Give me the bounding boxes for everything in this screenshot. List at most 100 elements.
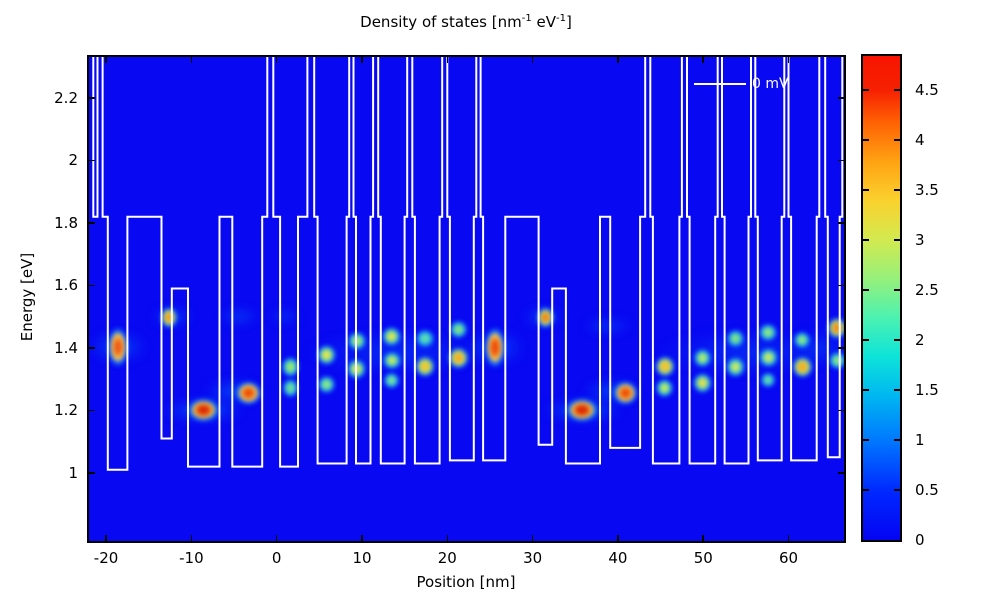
state-blob xyxy=(345,357,369,381)
colorbar-tick-label: 4.5 xyxy=(915,81,939,99)
y-axis-label: Energy [eV] xyxy=(18,252,36,342)
colorbar xyxy=(861,54,902,542)
x-tick-label: 0 xyxy=(271,549,282,567)
state-blob xyxy=(611,379,641,407)
x-tick xyxy=(361,57,363,63)
state-blob xyxy=(279,355,301,379)
y-tick xyxy=(89,97,95,99)
x-tick xyxy=(446,535,449,541)
state-blob xyxy=(690,371,714,395)
x-tick xyxy=(531,57,534,63)
colorbar-tick xyxy=(894,89,900,91)
state-blob xyxy=(346,330,368,353)
y-tick xyxy=(838,159,844,162)
x-tick xyxy=(275,57,278,63)
state-blob xyxy=(482,324,508,371)
legend-line-0mv xyxy=(694,83,746,85)
colorbar-tick xyxy=(863,389,869,391)
x-tick xyxy=(617,57,619,63)
x-tick-label: -20 xyxy=(93,549,119,567)
state-blob xyxy=(654,377,676,399)
y-tick-label: 1 xyxy=(68,463,78,482)
state-blob xyxy=(825,315,844,341)
state-halo xyxy=(217,307,261,326)
state-blob xyxy=(652,354,677,380)
colorbar-tick xyxy=(863,89,869,91)
title-superscript-1: -1 xyxy=(521,13,532,24)
colorbar-tick-label: 1 xyxy=(915,431,925,449)
state-blob xyxy=(106,323,130,371)
y-tick-label: 2.2 xyxy=(54,88,78,107)
x-axis-label: Position [nm] xyxy=(416,573,516,591)
colorbar-tick xyxy=(894,139,900,141)
title-text: Density of states [nm xyxy=(360,13,522,31)
colorbar-tick-label: 4 xyxy=(915,131,925,149)
x-tick-label: 10 xyxy=(352,549,372,567)
state-blob xyxy=(792,330,812,350)
state-blob xyxy=(446,345,471,371)
colorbar-tick xyxy=(863,189,869,191)
colorbar-gradient xyxy=(863,56,900,540)
state-blob xyxy=(563,396,601,425)
y-tick-label: 1.2 xyxy=(54,401,78,420)
x-tick xyxy=(787,535,790,541)
state-blob xyxy=(691,346,714,370)
colorbar-tick-label: 3 xyxy=(915,231,925,249)
x-tick xyxy=(787,57,790,63)
colorbar-tick-label: 0 xyxy=(915,531,925,549)
colorbar-tick xyxy=(894,189,900,191)
colorbar-tick xyxy=(894,339,900,341)
x-tick xyxy=(105,57,107,63)
state-blob xyxy=(789,354,815,380)
state-blob xyxy=(314,342,338,367)
colorbar-tick xyxy=(863,289,869,291)
state-blob xyxy=(447,318,470,340)
colorbar-tick-label: 1.5 xyxy=(915,381,939,399)
x-tick xyxy=(275,535,278,541)
colorbar-tick xyxy=(863,139,869,141)
band-profile-svg xyxy=(92,57,844,471)
x-tick-label: -10 xyxy=(179,549,204,567)
y-tick xyxy=(89,159,95,162)
x-tick-label: 60 xyxy=(779,549,799,567)
x-tick xyxy=(190,57,193,63)
colorbar-tick xyxy=(894,239,900,241)
state-blob xyxy=(280,377,301,399)
x-tick xyxy=(361,535,363,541)
x-tick xyxy=(617,535,619,541)
colorbar-tick xyxy=(894,439,900,441)
y-tick xyxy=(89,222,95,224)
x-tick xyxy=(190,535,193,541)
y-tick xyxy=(838,347,844,349)
y-tick-label: 1.4 xyxy=(54,338,78,357)
state-blob xyxy=(724,355,748,379)
x-tick-label: 40 xyxy=(608,549,628,567)
x-tick xyxy=(531,535,534,541)
title-superscript-2: -1 xyxy=(555,13,566,24)
chart-title: Density of states [nm-1 eV-1] xyxy=(0,13,932,31)
y-tick xyxy=(89,472,95,474)
state-blob xyxy=(233,379,264,407)
state-blob xyxy=(757,321,779,343)
y-tick xyxy=(89,284,95,287)
state-blob xyxy=(382,371,402,391)
state-blob xyxy=(756,346,780,370)
colorbar-tick-label: 3.5 xyxy=(915,181,939,199)
colorbar-tick xyxy=(894,289,900,291)
state-blob xyxy=(381,349,403,371)
colorbar-tick xyxy=(863,239,869,241)
state-blob xyxy=(826,349,844,371)
x-tick xyxy=(702,57,704,63)
state-halo xyxy=(582,316,634,336)
colorbar-tick-label: 2 xyxy=(915,331,925,349)
y-tick-label: 2 xyxy=(68,151,78,170)
title-text-end: ] xyxy=(565,13,572,31)
x-tick-label: 50 xyxy=(693,549,713,567)
x-tick-label: 20 xyxy=(437,549,457,567)
y-tick xyxy=(89,347,95,349)
colorbar-tick-label: 2.5 xyxy=(915,281,939,299)
state-blob xyxy=(414,327,436,350)
legend-label: 0 mV xyxy=(752,76,789,92)
y-tick xyxy=(838,97,844,99)
